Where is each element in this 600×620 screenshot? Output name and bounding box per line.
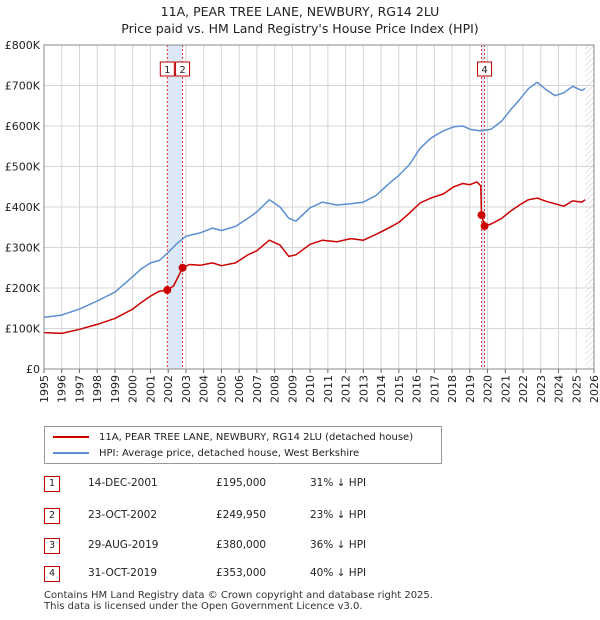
y-tick-label: £400K — [5, 201, 41, 214]
chart-subtitle: Price paid vs. HM Land Registry's House … — [121, 21, 479, 36]
sale-marker — [480, 222, 489, 231]
legend-swatch-hpi — [53, 452, 89, 454]
sale-hpi-diff: 40% ↓ HPI — [310, 567, 367, 579]
x-tick-label: 2018 — [446, 375, 459, 403]
price-chart: £0 £100K £200K £300K £400K £500K £600K £700K £80… — [5, 39, 600, 403]
y-tick-label: £300K — [5, 242, 41, 255]
table-row: 2 23-OCT-2002 £249,950 23% ↓ HPI — [44, 508, 444, 524]
plot-frame — [43, 44, 595, 370]
legend-item-property: 11A, PEAR TREE LANE, NEWBURY, RG14 2LU (… — [53, 429, 413, 445]
sale-number-badge: 4 — [44, 566, 60, 582]
table-row: 4 31-OCT-2019 £353,000 40% ↓ HPI — [44, 566, 444, 582]
table-row: 1 14-DEC-2001 £195,000 31% ↓ HPI — [44, 476, 444, 492]
sale-date: 29-AUG-2019 — [88, 539, 159, 551]
table-row: 3 29-AUG-2019 £380,000 36% ↓ HPI — [44, 538, 444, 554]
x-tick-label: 2021 — [499, 375, 512, 403]
sale-price: £195,000 — [216, 477, 267, 489]
sale-callout-label: 2 — [179, 65, 185, 76]
chart-title: 11A, PEAR TREE LANE, NEWBURY, RG14 2LU — [160, 4, 440, 19]
x-tick-label: 2020 — [482, 375, 495, 403]
legend: 11A, PEAR TREE LANE, NEWBURY, RG14 2LU (… — [44, 426, 442, 464]
legend-label-property: 11A, PEAR TREE LANE, NEWBURY, RG14 2LU (… — [99, 431, 414, 443]
x-tick-label: 1997 — [73, 375, 86, 403]
x-tick-label: 2014 — [375, 375, 388, 403]
hpi-line — [43, 81, 586, 318]
sale-number-badge: 3 — [44, 538, 60, 554]
x-tick-label: 2022 — [517, 375, 530, 403]
sale-callout-box — [175, 61, 191, 77]
y-tick-label: £600K — [5, 120, 41, 133]
footer-copyright: Contains HM Land Registry data © Crown c… — [44, 590, 433, 601]
y-tick-label: £500K — [5, 161, 41, 174]
forecast-hatch — [585, 45, 594, 369]
legend-swatch-property — [53, 436, 89, 438]
x-tick-label: 2013 — [357, 375, 370, 403]
sale-price: £380,000 — [216, 539, 267, 551]
x-tick-label: 2026 — [588, 375, 600, 403]
property-price-line — [43, 181, 586, 335]
x-tick-label: 1995 — [38, 375, 51, 403]
x-tick-label: 2015 — [393, 375, 406, 403]
sale-callout-label: 1 — [164, 65, 170, 76]
x-tick-label: 2005 — [215, 375, 228, 403]
sale-number-badge: 2 — [44, 508, 60, 524]
y-tick-label: £200K — [5, 282, 41, 295]
sale-date: 31-OCT-2019 — [88, 567, 157, 579]
y-tick-label: £100K — [5, 323, 41, 336]
x-tick-label: 2012 — [340, 375, 353, 403]
x-tick-label: 2001 — [144, 375, 157, 403]
sale-span-shade — [481, 45, 485, 369]
x-tick-label: 2019 — [464, 375, 477, 403]
x-tick-label: 2000 — [127, 375, 140, 403]
x-tick-label: 2002 — [162, 375, 175, 403]
sale-date: 14-DEC-2001 — [88, 477, 158, 489]
x-tick-label: 2003 — [180, 375, 193, 403]
x-tick-label: 2017 — [428, 375, 441, 403]
x-tick-label: 2010 — [304, 375, 317, 403]
sale-price: £353,000 — [216, 567, 267, 579]
sale-marker — [178, 263, 187, 272]
x-tick-label: 2024 — [553, 375, 566, 403]
sale-number-badge: 1 — [44, 476, 60, 492]
sale-date: 23-OCT-2002 — [88, 509, 157, 521]
sale-hpi-diff: 23% ↓ HPI — [310, 509, 367, 521]
sale-hpi-diff: 31% ↓ HPI — [310, 477, 367, 489]
x-tick-label: 1999 — [109, 375, 122, 403]
footer: Contains HM Land Registry data © Crown c… — [44, 590, 433, 612]
y-tick-label: £700K — [5, 80, 41, 93]
x-tick-label: 2016 — [411, 375, 424, 403]
x-tick-label: 2004 — [198, 375, 211, 403]
x-tick-label: 1996 — [56, 375, 69, 403]
sale-callout-label: 4 — [481, 65, 487, 76]
sale-hpi-diff: 36% ↓ HPI — [310, 539, 367, 551]
x-tick-label: 2006 — [233, 375, 246, 403]
sale-price: £249,950 — [216, 509, 267, 521]
sale-callout-box — [159, 61, 175, 77]
legend-item-hpi: HPI: Average price, detached house, West… — [53, 445, 359, 461]
x-tick-label: 2011 — [322, 375, 335, 403]
sale-marker — [477, 211, 486, 220]
x-tick-label: 2008 — [269, 375, 282, 403]
x-tick-label: 2023 — [535, 375, 548, 403]
y-tick-label: £0 — [26, 363, 40, 376]
y-tick-label: £800K — [5, 39, 41, 52]
footer-licence: This data is licensed under the Open Gov… — [44, 601, 363, 612]
sale-callout-box — [477, 61, 493, 77]
x-tick-label: 2007 — [251, 375, 264, 403]
x-tick-label: 2009 — [286, 375, 299, 403]
x-tick-label: 2025 — [570, 375, 583, 403]
legend-label-hpi: HPI: Average price, detached house, West… — [99, 447, 360, 459]
x-tick-label: 1998 — [91, 375, 104, 403]
sale-span-shade — [167, 45, 183, 369]
sale-marker — [163, 286, 172, 295]
